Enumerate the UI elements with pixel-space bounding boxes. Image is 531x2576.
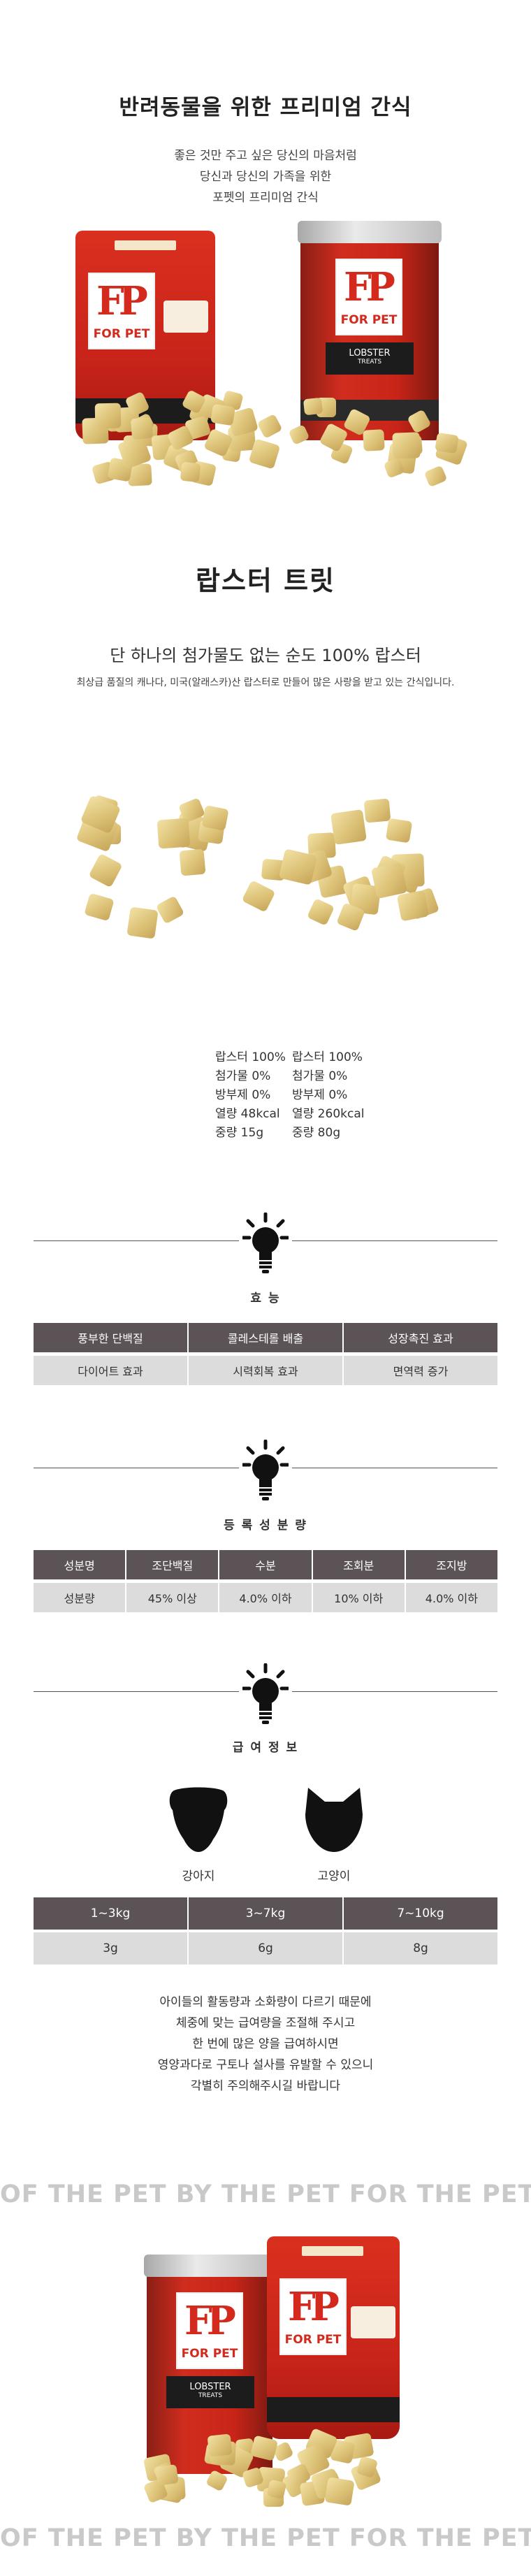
- hero-subtitle-line: 좋은 것만 주고 싶은 당신의 마음처럼: [174, 149, 357, 163]
- table-header-cell: 수분: [219, 1550, 312, 1579]
- treat-cube: [248, 438, 281, 470]
- treat-cube: [330, 809, 367, 846]
- treat-cube: [396, 890, 430, 922]
- treat-cube: [385, 818, 413, 844]
- treat-cube: [370, 862, 407, 899]
- treat-cube: [180, 461, 201, 483]
- treat-cube: [406, 409, 432, 434]
- treat-cube: [130, 417, 154, 440]
- brand-slogan-banner: OF THE PET BY THE PET FOR THE PET: [0, 2524, 531, 2552]
- cat-icon: [305, 1788, 363, 1852]
- treat-cube: [126, 906, 159, 939]
- dog-label: 강아지: [182, 1869, 215, 1883]
- nutrition-can: 랍스터 100% 첨가물 0% 방부제 0% 열량 260kcal 중량 80g: [292, 1050, 365, 1140]
- efficacy-item: 시력회복 효과: [189, 1356, 342, 1385]
- can-label: LOBSTER TREATS: [166, 2376, 254, 2408]
- treat-cube: [324, 2476, 355, 2506]
- registration-value-row: 성분량 45% 이상 4.0% 이하 10% 이하 4.0% 이하: [34, 1583, 497, 1612]
- table-header-cell: 성분명: [34, 1550, 126, 1579]
- treat-cube: [156, 895, 185, 925]
- hero-subtitle-line: 포펫의 프리미엄 간식: [212, 191, 319, 205]
- product-tagline: 단 하나의 첨가물도 없는 순도 100% 랍스터: [110, 646, 421, 665]
- product-can-image: FP FOR PET LOBSTER TREATS: [298, 221, 442, 440]
- table-header-cell: 3~7kg: [189, 1897, 342, 1930]
- table-header-cell: 1~3kg: [34, 1897, 187, 1930]
- treat-cube: [207, 2433, 233, 2456]
- treat-cube: [88, 853, 123, 888]
- treat-cube: [307, 897, 335, 926]
- efficacy-row: 다이어트 효과 시력회복 효과 면역력 증가: [34, 1356, 497, 1385]
- table-cell: 4.0% 이하: [219, 1583, 312, 1612]
- treat-cube: [435, 432, 459, 454]
- table-cell: 10% 이하: [312, 1583, 405, 1612]
- treat-cube: [84, 892, 115, 922]
- table-cell: 45% 이상: [126, 1583, 219, 1612]
- product-bag-image: FP FOR PET: [267, 2236, 400, 2439]
- lightbulb-icon: [242, 1440, 289, 1500]
- efficacy-title: 효 능: [250, 1291, 281, 1305]
- treat-cube: [179, 848, 206, 877]
- treat-cube: [363, 429, 386, 451]
- treat-cube: [157, 817, 191, 848]
- treat-cube: [241, 880, 276, 913]
- treat-cube: [249, 2435, 278, 2461]
- table-cell: 4.0% 이하: [405, 1583, 497, 1612]
- treat-pile-image: [63, 389, 468, 489]
- lightbulb-icon: [242, 1663, 289, 1724]
- efficacy-item: 다이어트 효과: [34, 1356, 187, 1385]
- treat-cube: [363, 798, 391, 823]
- efficacy-item: 성장촉진 효과: [344, 1323, 497, 1352]
- treat-cube: [288, 424, 310, 446]
- table-header-cell: 조회분: [312, 1550, 405, 1579]
- table-header-cell: 7~10kg: [344, 1897, 497, 1930]
- treat-cube: [423, 465, 447, 488]
- brand-logo: FP FOR PET: [279, 2278, 347, 2355]
- product-name: 랍스터 트릿: [195, 565, 336, 596]
- treat-pile-image: [133, 2428, 405, 2516]
- table-header-cell: 조단백질: [126, 1550, 219, 1579]
- nutrition-bag: 랍스터 100% 첨가물 0% 방부제 0% 열량 48kcal 중량 15g: [215, 1050, 286, 1140]
- product-description: 최상급 품질의 캐나다, 미국(알래스카)산 랍스터로 만들어 많은 사랑을 받…: [76, 677, 455, 688]
- table-header-cell: 조지방: [405, 1550, 497, 1579]
- table-cell: 6g: [189, 1932, 342, 1964]
- table-cell: 3g: [34, 1932, 187, 1964]
- brand-logo: FP FOR PET: [176, 2292, 243, 2369]
- divider: [34, 1691, 239, 1692]
- feeding-notice: 아이들의 활동량과 소화량이 다르기 때문에 체중에 맞는 급여량을 조절해 주…: [157, 1995, 374, 2093]
- divider: [292, 1691, 497, 1692]
- brand-logo: FP FOR PET: [88, 273, 155, 349]
- treats-closeup-image: [75, 794, 454, 939]
- divider: [34, 1240, 239, 1241]
- brand-slogan-banner: OF THE PET BY THE PET FOR THE PET: [0, 2180, 531, 2208]
- hero-subtitle-line: 당신과 당신의 가족을 위한: [199, 170, 332, 184]
- treat-cube: [392, 432, 421, 459]
- dog-icon: [169, 1787, 228, 1852]
- treat-cube: [256, 414, 282, 439]
- feeding-title: 급 여 정 보: [232, 1741, 299, 1755]
- lightbulb-icon: [242, 1213, 289, 1273]
- treat-cube: [210, 403, 235, 426]
- efficacy-item: 콜레스테롤 배출: [189, 1323, 342, 1352]
- treat-cube: [155, 2463, 179, 2486]
- feeding-weight-row: 1~3kg 3~7kg 7~10kg: [34, 1897, 497, 1930]
- hero-subtitle: 좋은 것만 주고 싶은 당신의 마음처럼 당신과 당신의 가족을 위한 포펫의 …: [0, 145, 531, 208]
- divider: [292, 1240, 497, 1241]
- hero-title: 반려동물을 위한 프리미엄 간식: [119, 95, 412, 120]
- brand-logo: FP FOR PET: [335, 259, 402, 335]
- efficacy-row: 풍부한 단백질 콜레스테롤 배출 성장촉진 효과: [34, 1323, 497, 1352]
- registration-title: 등 록 성 분 량: [224, 1519, 307, 1533]
- feeding-amount-row: 3g 6g 8g: [34, 1932, 497, 1964]
- cat-label: 고양이: [317, 1869, 351, 1883]
- treat-cube: [303, 397, 323, 415]
- table-cell: 성분량: [34, 1583, 126, 1612]
- treat-cube: [201, 804, 229, 831]
- table-cell: 8g: [344, 1932, 497, 1964]
- can-label: LOBSTER TREATS: [326, 342, 414, 375]
- efficacy-item: 면역력 증가: [344, 1356, 497, 1385]
- registration-header-row: 성분명 조단백질 수분 조회분 조지방: [34, 1550, 497, 1579]
- treat-cube: [94, 403, 122, 429]
- efficacy-item: 풍부한 단백질: [34, 1323, 187, 1352]
- treat-cube: [205, 2469, 229, 2491]
